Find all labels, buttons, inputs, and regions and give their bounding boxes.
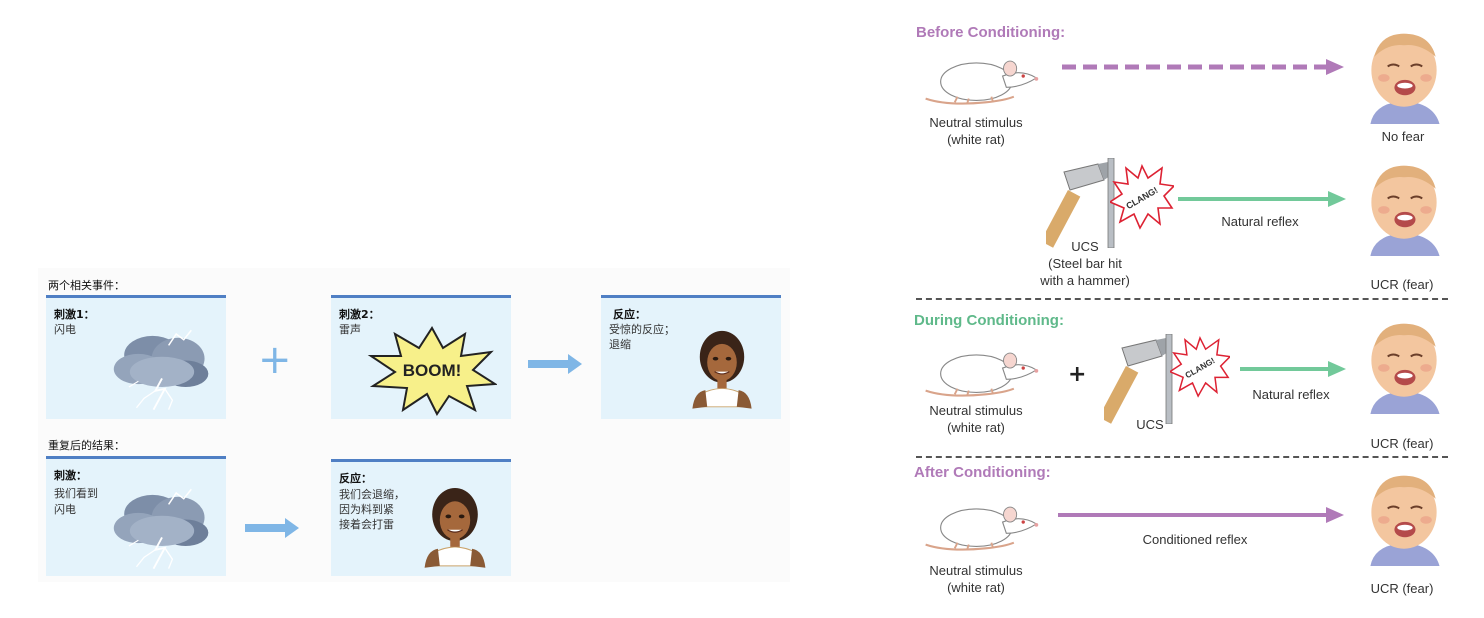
stimulus-after-line-2: 闪电 <box>54 503 76 516</box>
boom-text: BOOM! <box>403 361 462 380</box>
after-arrow-label: Conditioned reflex <box>1142 532 1248 547</box>
stimulus-1-label: 刺激1： <box>54 308 95 321</box>
after-ucr-caption: UCR (fear) <box>1370 581 1434 596</box>
ucs-caption: UCS (Steel bar hit with a hammer) <box>1020 238 1150 289</box>
during-ucr-caption: UCR (fear) <box>1370 436 1434 451</box>
green-arrow-icon <box>1240 361 1346 377</box>
after-rat-caption-line-1: Neutral stimulus <box>929 563 1023 578</box>
green-arrow-icon <box>1178 191 1346 207</box>
response-2-line-3: 接着会打雷 <box>339 518 394 531</box>
during-ucs-caption: UCS <box>1136 417 1164 432</box>
arrow-right-icon <box>245 518 299 538</box>
stimulus-1-text: 闪电 <box>54 323 76 336</box>
stimulus-2-card: 刺激2： 雷声 BOOM! <box>331 295 511 419</box>
section-divider <box>916 456 1448 458</box>
after-rat-caption-line-2: (white rat) <box>947 580 1005 595</box>
ucs-caption-line-3: with a hammer) <box>1040 273 1130 288</box>
response-1-card: 反应： 受惊的反应； 退缩 <box>601 295 781 419</box>
response-2-label: 反应： <box>339 472 372 485</box>
arrow-right-icon <box>528 354 582 374</box>
stimulus-after-line-1: 我们看到 <box>54 487 98 500</box>
during-arrow-label: Natural reflex <box>1252 387 1330 402</box>
stimulus-1-card: 刺激1： 闪电 <box>46 295 226 419</box>
woman-face-icon <box>417 480 493 570</box>
dashed-arrow-icon <box>1062 59 1344 75</box>
storm-cloud-icon <box>110 324 214 414</box>
baby-face-icon <box>1360 160 1448 256</box>
baby-face-icon <box>1360 28 1448 124</box>
during-rat-caption-line-2: (white rat) <box>947 420 1005 435</box>
before-arrow-label: Natural reflex <box>1221 214 1299 229</box>
white-rat-icon <box>920 336 1042 402</box>
ucs-caption-line-1: UCS <box>1071 239 1099 254</box>
response-1-line-1: 受惊的反应； <box>609 323 675 336</box>
response-2-card: 反应： 我们会退缩， 因为料到紧 接着会打雷 <box>331 459 511 576</box>
before-ucr-caption: UCR (fear) <box>1370 277 1434 292</box>
clang-burst-icon: CLANG! <box>1170 336 1230 398</box>
response-2-line-1: 我们会退缩， <box>339 488 405 501</box>
boom-burst-icon: BOOM! <box>367 326 497 416</box>
plus-sign: + <box>258 337 292 383</box>
section-divider <box>916 298 1448 300</box>
during-rat-caption: Neutral stimulus (white rat) <box>916 402 1036 436</box>
response-1-line-2: 退缩 <box>609 338 631 351</box>
before-rat-caption-line-1: Neutral stimulus <box>929 115 1023 130</box>
plus-sign: + <box>1068 362 1087 387</box>
baby-face-icon <box>1360 470 1448 566</box>
response-2-line-2: 因为料到紧 <box>339 503 394 516</box>
stimulus-after-label: 刺激： <box>54 469 87 482</box>
before-conditioning-title: Before Conditioning: <box>916 24 1066 41</box>
baby-face-icon <box>1360 318 1448 414</box>
before-baby-caption: No fear <box>1381 129 1425 144</box>
heading-two-related-events: 两个相关事件： <box>48 279 125 292</box>
stimulus-2-text: 雷声 <box>339 323 361 336</box>
clang-burst-icon: CLANG! <box>1110 164 1174 230</box>
storm-cloud-icon <box>110 483 214 573</box>
stimulus-2-label: 刺激2： <box>339 308 380 321</box>
before-rat-caption: Neutral stimulus (white rat) <box>916 114 1036 148</box>
woman-face-icon <box>685 324 759 410</box>
after-rat-caption: Neutral stimulus (white rat) <box>916 562 1036 596</box>
during-conditioning-title: During Conditioning: <box>914 312 1064 329</box>
before-rat-caption-line-2: (white rat) <box>947 132 1005 147</box>
heading-result-after-repetition: 重复后的结果： <box>48 439 125 452</box>
during-rat-caption-line-1: Neutral stimulus <box>929 403 1023 418</box>
after-conditioning-title: After Conditioning: <box>914 464 1051 481</box>
purple-arrow-icon <box>1058 507 1344 523</box>
ucs-caption-line-2: (Steel bar hit <box>1048 256 1122 271</box>
response-1-label: 反应： <box>613 308 646 321</box>
stimulus-after-card: 刺激： 我们看到 闪电 <box>46 456 226 576</box>
white-rat-icon <box>920 490 1042 556</box>
white-rat-icon <box>920 44 1042 110</box>
